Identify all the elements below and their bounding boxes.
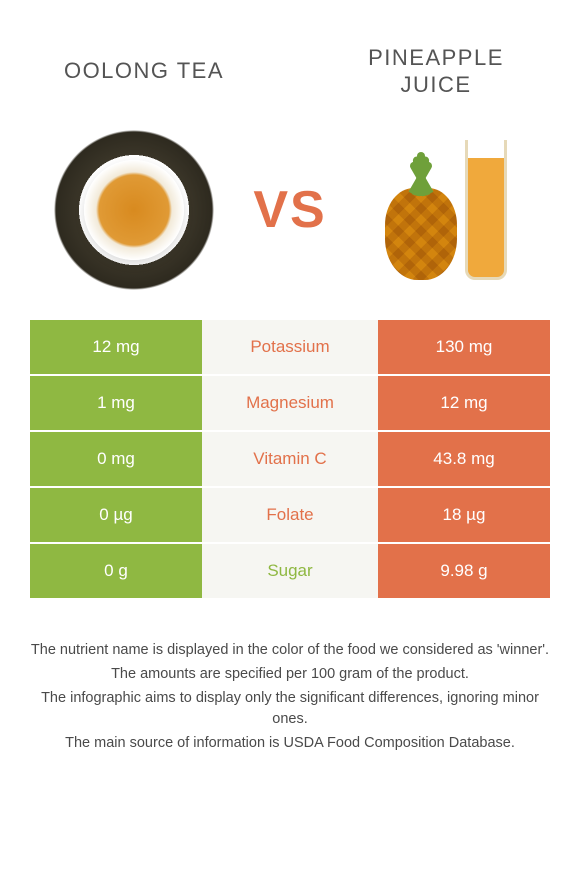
images-row: VS: [0, 110, 580, 320]
left-value-cell: 0 g: [30, 544, 202, 598]
table-row: 0 mgVitamin C43.8 mg: [30, 432, 550, 488]
left-food-title: Oolong tea: [44, 57, 244, 85]
left-value-cell: 0 µg: [30, 488, 202, 542]
footer-note-line: The nutrient name is displayed in the co…: [30, 640, 550, 662]
left-value-cell: 12 mg: [30, 320, 202, 374]
footer-note-line: The main source of information is USDA F…: [30, 733, 550, 755]
juice-glass-icon: [465, 140, 507, 280]
header-row: Oolong tea Pineapple juice: [0, 0, 580, 110]
right-value-cell: 130 mg: [378, 320, 550, 374]
nutrient-name-cell: Magnesium: [202, 376, 378, 430]
left-value-cell: 1 mg: [30, 376, 202, 430]
pineapple-icon: [385, 188, 457, 280]
right-food-image: [356, 130, 536, 290]
nutrient-name-cell: Sugar: [202, 544, 378, 598]
nutrient-name-cell: Vitamin C: [202, 432, 378, 486]
footer-note-line: The amounts are specified per 100 gram o…: [30, 664, 550, 686]
nutrient-name-cell: Folate: [202, 488, 378, 542]
table-row: 0 gSugar9.98 g: [30, 544, 550, 600]
tea-cup-icon: [84, 160, 184, 260]
table-row: 12 mgPotassium130 mg: [30, 320, 550, 376]
right-value-cell: 18 µg: [378, 488, 550, 542]
table-row: 1 mgMagnesium12 mg: [30, 376, 550, 432]
nutrient-name-cell: Potassium: [202, 320, 378, 374]
right-value-cell: 9.98 g: [378, 544, 550, 598]
vs-label: VS: [253, 180, 326, 240]
tea-leaves-icon: [54, 130, 214, 290]
comparison-table: 12 mgPotassium130 mg1 mgMagnesium12 mg0 …: [30, 320, 550, 600]
table-row: 0 µgFolate18 µg: [30, 488, 550, 544]
left-value-cell: 0 mg: [30, 432, 202, 486]
right-value-cell: 43.8 mg: [378, 432, 550, 486]
right-value-cell: 12 mg: [378, 376, 550, 430]
right-food-title: Pineapple juice: [336, 44, 536, 99]
footer-notes: The nutrient name is displayed in the co…: [0, 600, 580, 755]
left-food-image: [44, 130, 224, 290]
pineapple-juice-icon: [385, 140, 507, 280]
footer-note-line: The infographic aims to display only the…: [30, 688, 550, 732]
